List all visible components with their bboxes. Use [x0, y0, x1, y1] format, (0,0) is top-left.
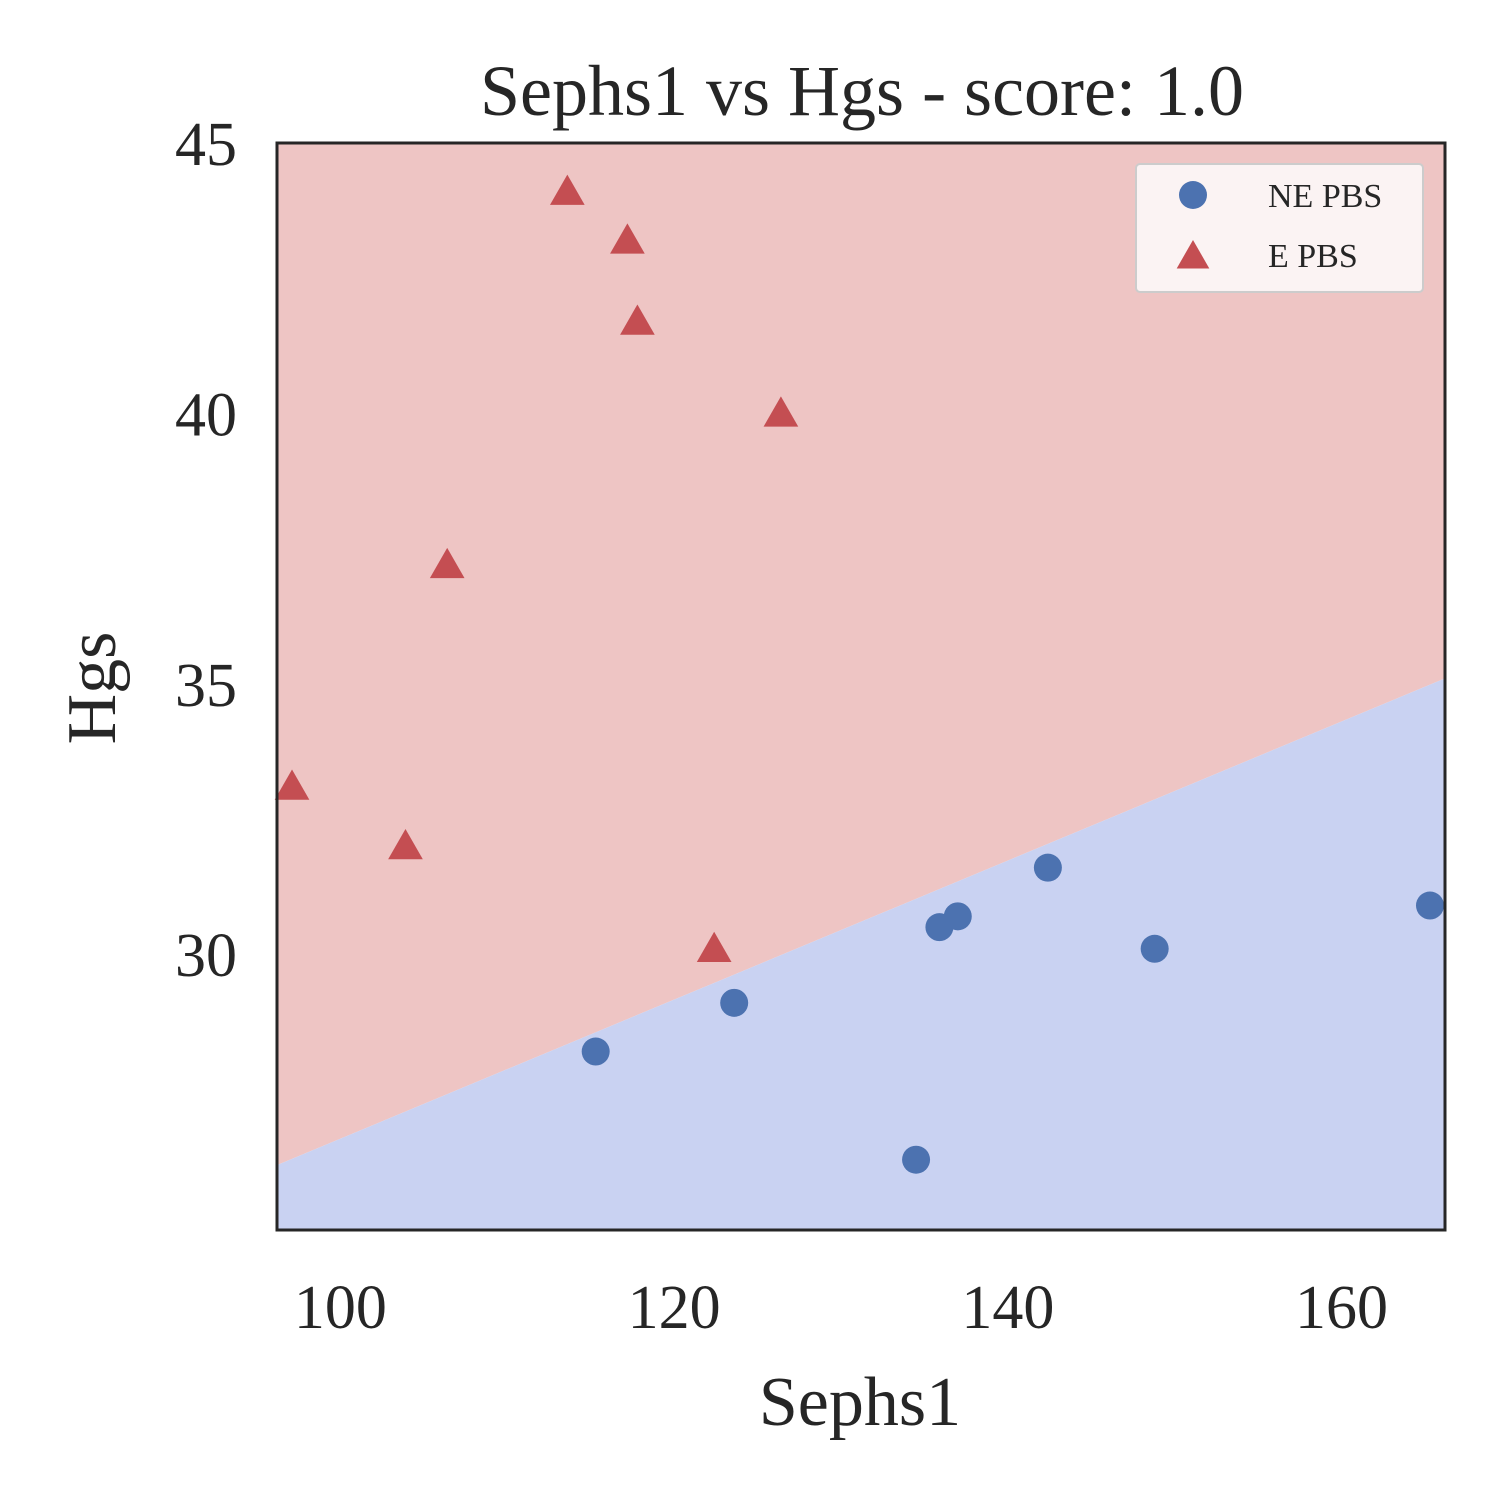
y-tick-label: 45: [175, 111, 237, 179]
data-point-circle: [902, 1145, 931, 1174]
data-points: [274, 174, 1444, 1174]
data-point-circle: [1033, 853, 1062, 882]
data-point-triangle: [429, 547, 465, 579]
plot-area: [274, 141, 1447, 1232]
y-axis-ticks: 30 35 40 45: [175, 111, 237, 990]
y-tick-label: 30: [175, 922, 237, 990]
data-point-circle: [581, 1037, 610, 1066]
data-point-circle: [720, 988, 749, 1017]
legend-label: E PBS: [1268, 238, 1358, 275]
data-point-triangle: [696, 931, 732, 963]
chart-title: Sephs1 vs Hgs - score: 1.0: [480, 51, 1244, 131]
data-point-triangle: [610, 223, 645, 254]
data-point-circle: [1140, 934, 1169, 963]
x-tick-label: 120: [628, 1274, 721, 1342]
x-tick-label: 100: [294, 1274, 387, 1342]
data-point-circle: [943, 902, 972, 931]
data-point-triangle: [549, 174, 585, 205]
legend-label: NE PBS: [1268, 178, 1382, 215]
data-point-triangle: [763, 396, 799, 427]
x-axis-ticks: 100 120 140 160: [294, 1274, 1388, 1342]
y-axis-label: Hgs: [54, 632, 131, 745]
x-tick-label: 140: [961, 1274, 1054, 1342]
legend: NE PBS E PBS: [1135, 163, 1424, 293]
legend-marker-circle: [1179, 181, 1207, 209]
legend-marker-triangle: [1176, 240, 1210, 269]
x-tick-label: 160: [1295, 1274, 1388, 1342]
data-point-triangle: [274, 769, 310, 800]
plot-frame: [275, 141, 1447, 1232]
data-point-triangle: [388, 829, 423, 860]
legend-box: [1135, 163, 1424, 293]
x-axis-label: Sephs1: [759, 1364, 961, 1441]
data-point-circle: [1415, 891, 1444, 920]
region-above-boundary: [277, 143, 1445, 1166]
region-below-boundary: [277, 678, 1445, 1230]
data-point-triangle: [620, 304, 655, 335]
y-tick-label: 40: [175, 381, 237, 449]
y-tick-label: 35: [175, 652, 237, 720]
